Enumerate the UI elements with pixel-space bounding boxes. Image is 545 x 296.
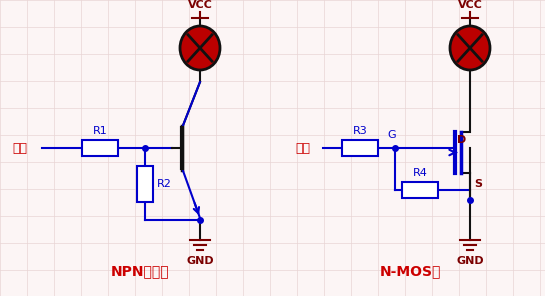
Text: D: D: [457, 135, 466, 145]
Text: VCC: VCC: [458, 0, 482, 10]
Text: NPN三极管: NPN三极管: [111, 264, 169, 278]
Bar: [342, 140, 378, 156]
Text: R1: R1: [93, 126, 107, 136]
Text: R4: R4: [413, 168, 427, 178]
Text: VCC: VCC: [187, 0, 213, 10]
Text: 输入: 输入: [295, 141, 310, 155]
Text: GND: GND: [186, 256, 214, 266]
Bar: [137, 166, 153, 202]
Text: R3: R3: [353, 126, 367, 136]
Text: GND: GND: [456, 256, 484, 266]
Bar: [82, 140, 118, 156]
Text: N-MOS管: N-MOS管: [379, 264, 441, 278]
Bar: [402, 182, 438, 198]
Text: 输入: 输入: [12, 141, 27, 155]
Text: S: S: [474, 179, 482, 189]
Ellipse shape: [180, 26, 220, 70]
Text: G: G: [387, 130, 396, 140]
Text: R2: R2: [157, 179, 172, 189]
Ellipse shape: [450, 26, 490, 70]
